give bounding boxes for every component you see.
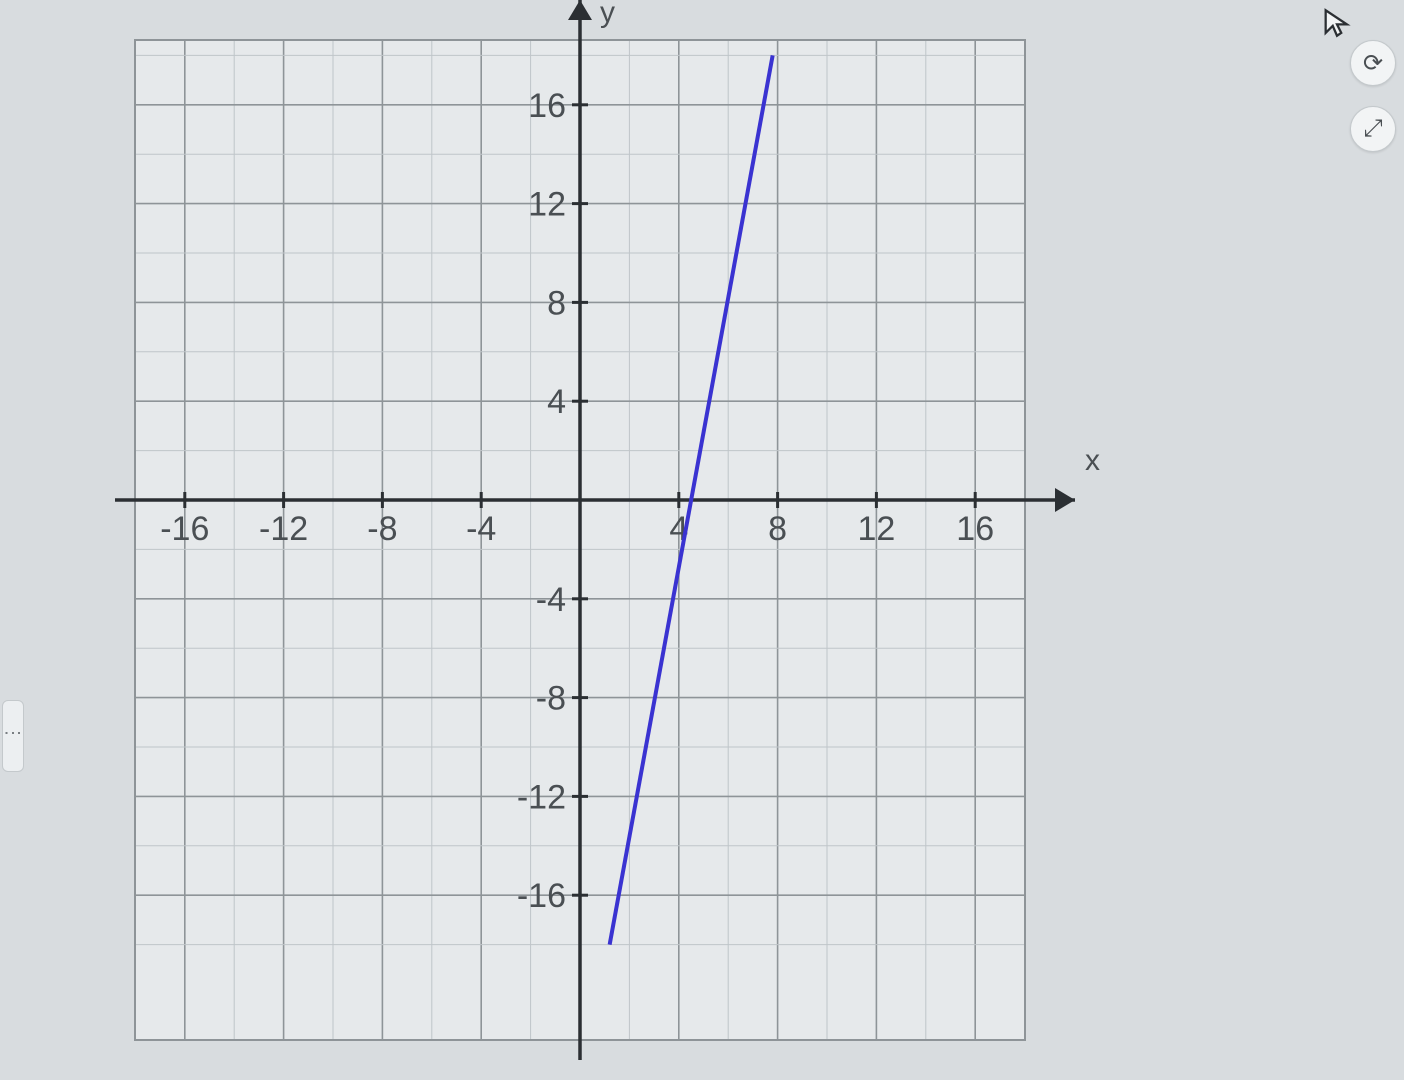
x-tick-label: 8 bbox=[768, 510, 787, 548]
y-tick-label: 8 bbox=[547, 284, 566, 322]
drag-handle-icon: ⋮ bbox=[2, 724, 24, 748]
y-tick-label: 4 bbox=[547, 383, 566, 421]
x-tick-label: -8 bbox=[367, 510, 397, 548]
x-tick-label: -16 bbox=[160, 510, 209, 548]
y-tick-label: 12 bbox=[528, 186, 566, 224]
y-tick-label: -8 bbox=[536, 680, 566, 718]
expand-button[interactable]: ⤢ bbox=[1350, 106, 1396, 152]
x-axis-arrow bbox=[1055, 488, 1075, 512]
reset-button[interactable]: ⟳ bbox=[1350, 40, 1396, 86]
drag-handle[interactable]: ⋮ bbox=[2, 700, 24, 772]
y-axis-label: y bbox=[600, 0, 615, 29]
y-tick-label: -12 bbox=[517, 778, 566, 816]
side-toolbar: ⟳ ⤢ bbox=[1350, 40, 1400, 172]
x-tick-label: 16 bbox=[956, 510, 994, 548]
y-tick-label: 16 bbox=[528, 87, 566, 125]
cursor-icon bbox=[1320, 6, 1354, 45]
expand-icon: ⤢ bbox=[1363, 115, 1382, 143]
coordinate-plane-chart: -16-12-8-4481216-16-12-8-4481216xy bbox=[0, 0, 1404, 1080]
chart-svg: -16-12-8-4481216-16-12-8-4481216xy bbox=[0, 0, 1404, 1080]
reset-icon: ⟳ bbox=[1363, 49, 1383, 78]
x-tick-label: -4 bbox=[466, 510, 496, 548]
y-tick-label: -4 bbox=[536, 581, 566, 619]
y-tick-label: -16 bbox=[517, 877, 566, 915]
x-tick-label: 12 bbox=[857, 510, 895, 548]
x-tick-label: -12 bbox=[259, 510, 308, 548]
y-axis-arrow bbox=[568, 0, 592, 20]
x-axis-label: x bbox=[1085, 444, 1100, 477]
